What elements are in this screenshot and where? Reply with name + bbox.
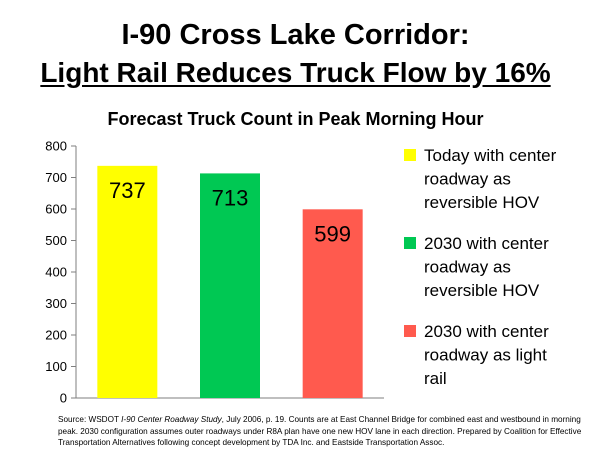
title-line-2: Light Rail Reduces Truck Flow by 16% [0,56,591,90]
bar [97,165,158,398]
chart-title: Forecast Truck Count in Peak Morning Hou… [107,109,484,129]
legend-label-line: roadway as light [424,346,547,365]
legend-label-line: Today with center [424,146,557,165]
title-line-1: I-90 Cross Lake Corridor: [121,19,470,51]
y-tick-label: 400 [45,265,67,280]
bar-data-label: 737 [109,178,146,203]
bar [200,173,260,398]
y-tick-label: 800 [45,139,67,154]
y-tick-label: 300 [45,296,67,311]
title-line-2-text: Light Rail Reduces Truck Flow by 16% [40,57,551,88]
legend-swatch [404,149,416,161]
y-tick-label: 200 [45,328,67,343]
legend-swatch [404,237,416,249]
legend-label-line: reversible HOV [424,281,540,300]
y-tick-label: 700 [45,170,67,185]
y-tick-label: 0 [60,391,67,406]
source-study-title: I-90 Center Roadway Study [121,415,222,424]
y-tick-label: 600 [45,202,67,217]
legend-label-line: rail [424,369,447,388]
y-tick-label: 100 [45,359,67,374]
source-note: Source: WSDOT I-90 Center Roadway Study,… [58,414,588,449]
legend-label-line: roadway as [424,170,511,189]
source-rest: , July 2006, p. 19. Counts are at East C… [58,415,582,448]
legend-label-line: roadway as [424,258,511,277]
legend-swatch [404,325,416,337]
bar-data-label: 599 [314,221,351,246]
legend-label-line: 2030 with center [424,322,549,341]
legend-label-line: 2030 with center [424,234,549,253]
y-tick-label: 500 [45,233,67,248]
bar-data-label: 713 [212,185,249,210]
legend-label-line: reversible HOV [424,193,540,212]
source-prefix: Source: WSDOT [58,415,122,424]
bar [302,209,363,398]
